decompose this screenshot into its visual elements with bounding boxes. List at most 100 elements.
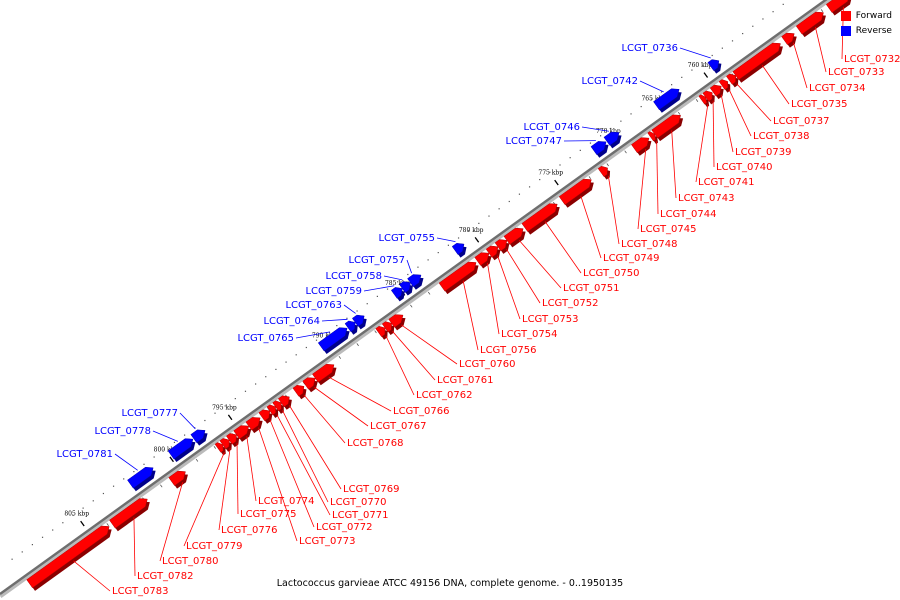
gene-feature[interactable] [702, 90, 715, 105]
gene-label[interactable]: LCGT_0750 [583, 268, 640, 279]
gene-feature[interactable] [698, 94, 710, 108]
gene-label[interactable]: LCGT_0741 [698, 177, 755, 188]
gene-feature[interactable] [718, 79, 731, 93]
gene-label[interactable]: LCGT_0765 [237, 333, 294, 344]
gene-label[interactable]: LCGT_0745 [640, 224, 697, 235]
gene-feature[interactable] [388, 314, 406, 331]
gene-feature[interactable] [732, 42, 783, 83]
gene-feature[interactable] [266, 404, 279, 418]
gene-feature[interactable] [190, 429, 208, 446]
gene-label[interactable]: LCGT_0776 [221, 525, 278, 536]
gene-feature[interactable] [375, 325, 388, 340]
gene-feature[interactable] [590, 141, 609, 158]
gene-label[interactable]: LCGT_0751 [563, 283, 620, 294]
gene-label[interactable]: LCGT_0755 [378, 233, 435, 244]
gene-feature[interactable] [651, 114, 684, 142]
gene-label[interactable]: LCGT_0772 [316, 522, 373, 533]
gene-label[interactable]: LCGT_0749 [603, 253, 660, 264]
gene-label[interactable]: LCGT_0756 [480, 345, 537, 356]
gene-feature[interactable] [399, 281, 413, 296]
gene-label[interactable]: LCGT_0767 [370, 421, 427, 432]
gene-feature[interactable] [26, 525, 112, 591]
gene-label[interactable]: LCGT_0783 [112, 586, 169, 597]
gene-label[interactable]: LCGT_0747 [505, 136, 562, 147]
gene-feature[interactable] [603, 131, 622, 149]
gene-label[interactable]: LCGT_0757 [348, 255, 405, 266]
gene-feature[interactable] [167, 438, 196, 463]
gene-label[interactable]: LCGT_0758 [325, 271, 382, 282]
gene-feature[interactable] [390, 287, 405, 302]
gene-label[interactable]: LCGT_0734 [809, 83, 866, 94]
gene-feature[interactable] [233, 425, 252, 442]
gene-label[interactable]: LCGT_0748 [621, 239, 678, 250]
gene-label[interactable]: LCGT_0766 [393, 406, 450, 417]
gene-label[interactable]: LCGT_0753 [522, 314, 579, 325]
gene-label[interactable]: LCGT_0775 [240, 509, 297, 520]
gene-feature[interactable] [438, 261, 479, 295]
gene-feature[interactable] [503, 227, 526, 248]
gene-feature[interactable] [312, 363, 337, 386]
gene-feature[interactable] [631, 137, 652, 156]
gene-label[interactable]: LCGT_0763 [285, 300, 342, 311]
gene-label[interactable]: LCGT_0768 [347, 438, 404, 449]
gene-label[interactable]: LCGT_0764 [263, 316, 320, 327]
gene-feature[interactable] [381, 321, 395, 336]
gene-feature[interactable] [647, 131, 659, 145]
gene-label[interactable]: LCGT_0781 [56, 449, 113, 460]
gene-feature[interactable] [258, 409, 273, 424]
gene-feature[interactable] [245, 417, 263, 434]
gene-label[interactable]: LCGT_0773 [299, 536, 356, 547]
gene-label[interactable]: LCGT_0744 [660, 209, 717, 220]
gene-label[interactable]: LCGT_0732 [844, 54, 900, 65]
gene-feature[interactable] [226, 433, 240, 448]
gene-label[interactable]: LCGT_0770 [330, 497, 387, 508]
gene-feature[interactable] [109, 498, 150, 532]
gene-feature[interactable] [795, 11, 826, 38]
gene-label[interactable]: LCGT_0780 [162, 556, 219, 567]
gene-feature[interactable] [292, 384, 307, 400]
gene-label[interactable]: LCGT_0736 [621, 43, 678, 54]
gene-label[interactable]: LCGT_0746 [523, 122, 580, 133]
gene-feature[interactable] [277, 395, 292, 410]
gene-label[interactable]: LCGT_0742 [581, 76, 638, 87]
gene-feature[interactable] [558, 178, 594, 208]
gene-feature[interactable] [214, 442, 226, 456]
gene-label[interactable]: LCGT_0743 [678, 193, 735, 204]
gene-feature[interactable] [825, 0, 852, 16]
gene-feature[interactable] [219, 438, 232, 452]
gene-label[interactable]: LCGT_0738 [753, 131, 810, 142]
gene-feature[interactable] [168, 470, 188, 489]
gene-label[interactable]: LCGT_0778 [94, 426, 151, 437]
gene-label[interactable]: LCGT_0782 [137, 571, 194, 582]
gene-label[interactable]: LCGT_0752 [542, 298, 599, 309]
gene-label[interactable]: LCGT_0739 [735, 147, 792, 158]
gene-label[interactable]: LCGT_0740 [716, 162, 773, 173]
gene-label[interactable]: LCGT_0733 [828, 67, 885, 78]
gene-label[interactable]: LCGT_0737 [773, 116, 830, 127]
gene-label[interactable]: LCGT_0735 [791, 99, 848, 110]
gene-feature[interactable] [521, 203, 560, 235]
gene-feature[interactable] [317, 327, 350, 354]
gene-feature[interactable] [474, 252, 492, 269]
gene-label[interactable]: LCGT_0754 [501, 329, 558, 340]
gene-label[interactable]: LCGT_0760 [459, 359, 516, 370]
gene-feature[interactable] [451, 243, 467, 258]
gene-label[interactable]: LCGT_0761 [437, 375, 494, 386]
gene-label[interactable]: LCGT_0762 [416, 390, 473, 401]
gene-label[interactable]: LCGT_0774 [258, 496, 315, 507]
gene-feature[interactable] [707, 59, 722, 74]
gene-feature[interactable] [726, 73, 739, 88]
gene-label[interactable]: LCGT_0771 [332, 510, 389, 521]
gene-feature[interactable] [653, 88, 682, 113]
gene-feature[interactable] [302, 377, 318, 393]
gene-feature[interactable] [494, 239, 510, 254]
gene-feature[interactable] [127, 466, 156, 492]
gene-feature[interactable] [272, 400, 284, 414]
gene-feature[interactable] [485, 245, 501, 261]
gene-label[interactable]: LCGT_0777 [121, 408, 178, 419]
gene-feature[interactable] [597, 165, 611, 180]
gene-feature[interactable] [709, 84, 724, 100]
gene-feature[interactable] [407, 274, 424, 290]
gene-label[interactable]: LCGT_0769 [343, 484, 400, 495]
gene-feature[interactable] [344, 320, 358, 335]
